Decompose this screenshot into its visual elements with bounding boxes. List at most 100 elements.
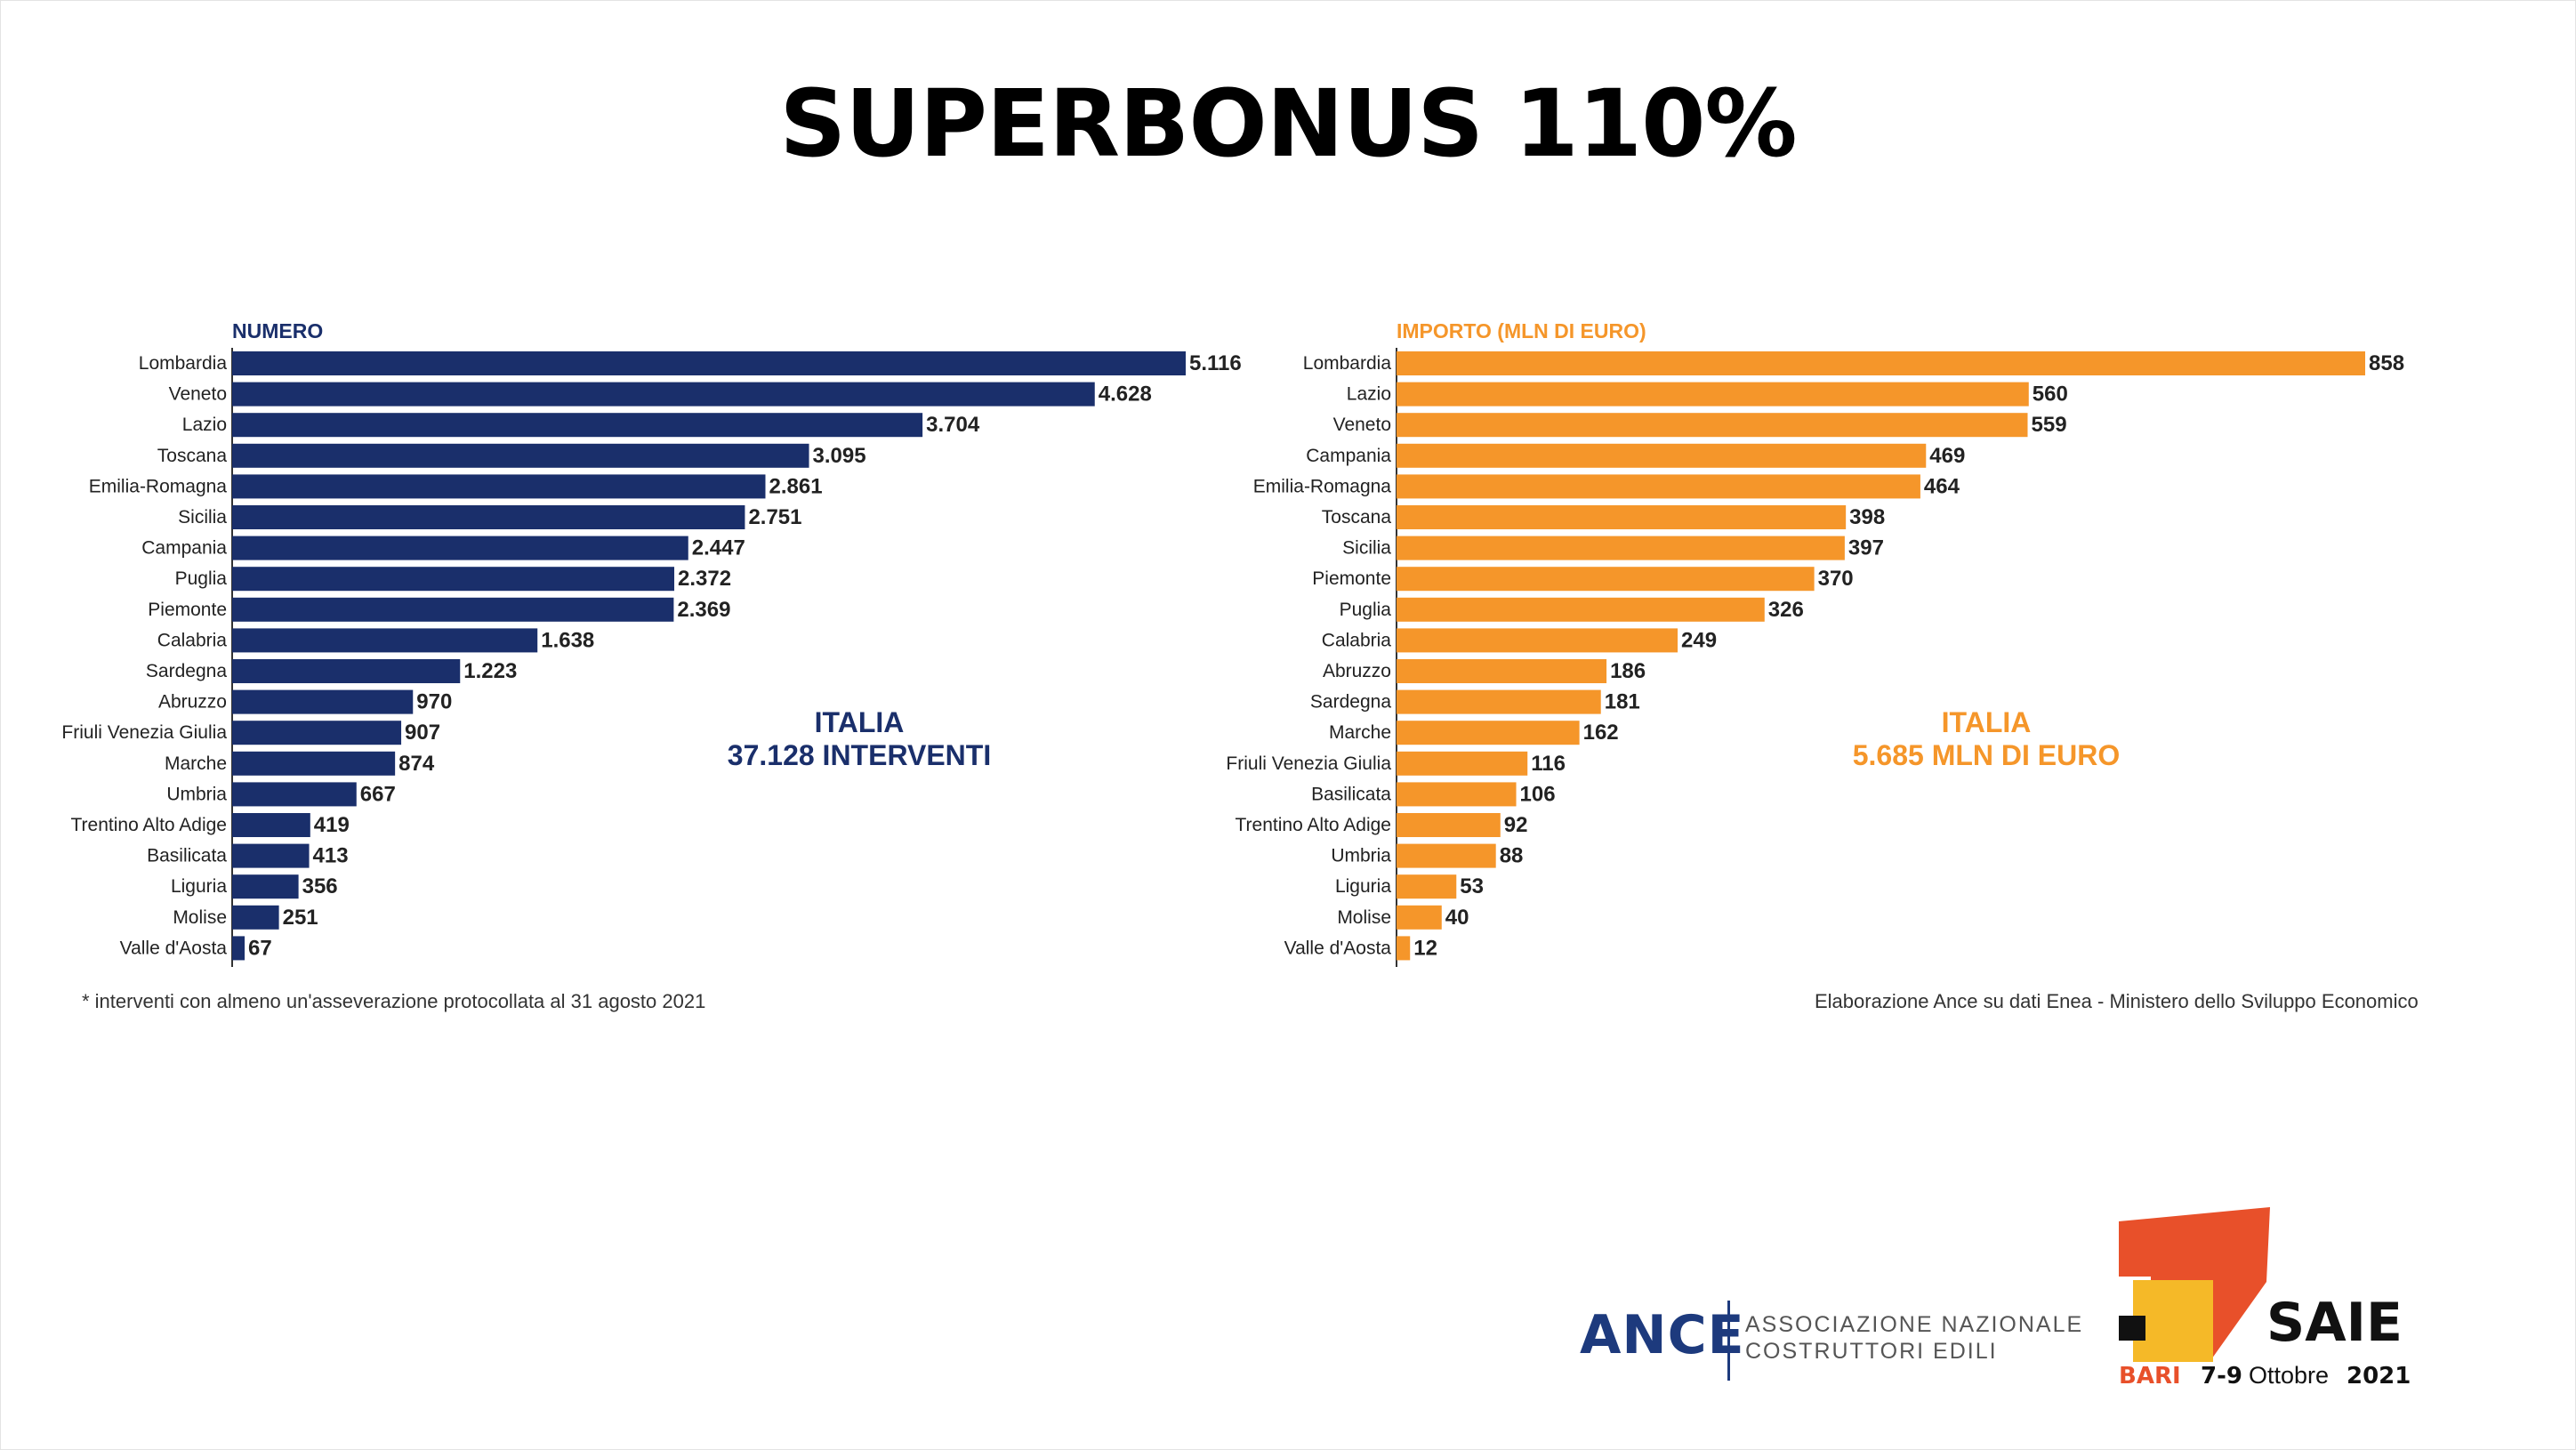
value-label-0-16: 413 (313, 844, 349, 868)
value-label-1-1: 560 (2033, 383, 2068, 407)
value-label-0-0: 5.116 (1189, 351, 1242, 375)
value-label-1-9: 249 (1681, 628, 1717, 652)
bar-0-14 (232, 782, 357, 807)
footnote-right: Elaborazione Ance su dati Enea - Ministe… (1815, 990, 2419, 1012)
category-label-0-2: Lazio (182, 415, 227, 435)
value-label-0-14: 667 (360, 782, 396, 806)
saie-yellow-block (2133, 1280, 2213, 1362)
total-annotation-0-1: 37.128 INTERVENTI (728, 739, 991, 771)
category-label-1-8: Puglia (1340, 600, 1392, 620)
category-label-0-15: Trentino Alto Adige (70, 815, 227, 835)
category-label-0-14: Umbria (166, 784, 227, 804)
category-label-1-13: Friuli Venezia Giulia (1226, 753, 1391, 774)
category-label-0-16: Basilicata (147, 846, 227, 866)
saie-black-block (2119, 1316, 2145, 1341)
value-label-0-3: 3.095 (813, 444, 866, 468)
category-label-0-13: Marche (165, 753, 227, 774)
category-label-1-3: Campania (1306, 446, 1391, 466)
bar-1-15 (1397, 813, 1501, 837)
value-label-1-5: 398 (1849, 505, 1885, 529)
value-label-1-10: 186 (1610, 659, 1646, 683)
bar-1-19 (1397, 936, 1411, 961)
bar-1-13 (1397, 751, 1528, 776)
slide-title: SUPERBONUS 110% (779, 69, 1797, 178)
bar-1-17 (1397, 874, 1457, 899)
bar-0-11 (232, 689, 414, 714)
value-label-0-19: 67 (248, 936, 272, 960)
category-label-1-5: Toscana (1322, 507, 1392, 528)
category-label-0-17: Liguria (171, 876, 227, 897)
bar-0-0 (232, 351, 1186, 375)
category-label-0-11: Abruzzo (158, 692, 227, 713)
category-label-0-3: Toscana (157, 446, 228, 466)
value-label-1-2: 559 (2032, 413, 2067, 437)
bar-1-8 (1397, 597, 1765, 622)
value-label-0-15: 419 (314, 813, 350, 837)
value-label-1-15: 92 (1504, 813, 1528, 837)
category-label-0-6: Campania (141, 538, 227, 559)
category-label-1-16: Umbria (1331, 846, 1391, 866)
category-label-0-7: Puglia (175, 568, 228, 589)
category-label-0-0: Lombardia (139, 353, 228, 374)
bar-0-2 (232, 413, 923, 438)
category-label-1-4: Emilia-Romagna (1253, 476, 1392, 496)
value-label-1-4: 464 (1924, 474, 1960, 498)
value-label-1-8: 326 (1768, 598, 1804, 622)
category-label-1-6: Sicilia (1342, 538, 1391, 559)
bar-1-3 (1397, 443, 1927, 468)
value-label-0-11: 970 (416, 690, 452, 714)
category-label-1-11: Sardegna (1310, 692, 1391, 713)
bar-0-12 (232, 721, 402, 745)
bar-0-13 (232, 751, 396, 776)
category-label-1-14: Basilicata (1311, 784, 1391, 804)
value-label-1-17: 53 (1460, 874, 1484, 898)
bar-1-16 (1397, 843, 1496, 868)
bar-0-9 (232, 628, 538, 653)
footnote-left: * interventi con almeno un'asseverazione… (82, 990, 706, 1012)
bar-1-6 (1397, 536, 1845, 560)
chart-header-1: IMPORTO (MLN DI EURO) (1397, 319, 1646, 342)
bar-0-15 (232, 813, 310, 837)
category-label-1-10: Abruzzo (1323, 661, 1391, 681)
value-label-0-17: 356 (302, 874, 338, 898)
ance-wordmark: ANCE (1580, 1304, 1745, 1366)
saie-logo: SAIE BARI 7-9 Ottobre 2021 (2119, 1207, 2411, 1390)
category-label-1-18: Molise (1337, 907, 1391, 928)
category-label-0-12: Friuli Venezia Giulia (61, 722, 227, 743)
bar-0-17 (232, 874, 299, 899)
category-label-0-10: Sardegna (146, 661, 227, 681)
bar-0-4 (232, 474, 766, 499)
category-label-0-8: Piemonte (148, 600, 227, 620)
bar-1-14 (1397, 782, 1517, 807)
category-label-1-15: Trentino Alto Adige (1235, 815, 1391, 835)
total-annotation-0-0: ITALIA (815, 706, 905, 738)
category-label-1-9: Calabria (1322, 630, 1392, 650)
ance-subtitle: ASSOCIAZIONE NAZIONALE COSTRUTTORI EDILI (1745, 1311, 2083, 1365)
value-label-0-12: 907 (405, 721, 440, 745)
value-label-1-13: 116 (1531, 752, 1566, 776)
bar-1-1 (1397, 382, 2029, 407)
bar-1-10 (1397, 659, 1607, 683)
bar-1-2 (1397, 413, 2028, 438)
bar-0-1 (232, 382, 1095, 407)
bar-0-19 (232, 936, 246, 961)
saie-wordmark: SAIE (2266, 1292, 2403, 1354)
value-label-0-7: 2.372 (678, 567, 731, 591)
value-label-1-19: 12 (1413, 936, 1437, 960)
category-label-1-12: Marche (1329, 722, 1391, 743)
value-label-0-18: 251 (283, 906, 318, 930)
bar-0-6 (232, 536, 688, 560)
chart-header-0: NUMERO (232, 319, 323, 342)
value-label-0-4: 2.861 (769, 474, 822, 498)
saie-dates: 7-9 (2201, 1363, 2242, 1390)
bar-1-9 (1397, 628, 1678, 653)
value-label-0-10: 1.223 (463, 659, 517, 683)
category-label-1-1: Lazio (1347, 384, 1391, 405)
ance-subtitle-line2: COSTRUTTORI EDILI (1745, 1339, 1998, 1364)
bar-0-10 (232, 659, 461, 683)
category-label-1-19: Valle d'Aosta (1284, 938, 1392, 958)
category-label-1-2: Veneto (1333, 415, 1391, 435)
total-annotation-1-0: ITALIA (1942, 706, 2032, 738)
bar-0-18 (232, 905, 279, 930)
